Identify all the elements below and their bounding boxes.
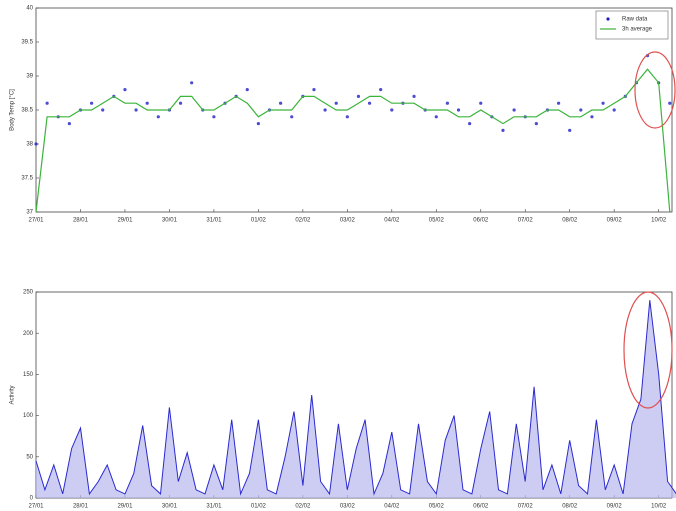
- legend-label: Raw data: [622, 17, 648, 23]
- y-tick-label: 100: [23, 413, 34, 419]
- y-axis-label: Body Temp [°C]: [10, 89, 16, 131]
- y-axis-label: Activity: [10, 385, 16, 404]
- raw-point: [245, 88, 249, 92]
- raw-point: [501, 128, 505, 132]
- x-tick-label: 08/02: [562, 504, 578, 510]
- y-tick-label: 0: [30, 496, 34, 502]
- plot: 37 37.5 38 38.5 39 39.5 40 27/01 28/01 29/01 30/01…: [10, 6, 673, 224]
- raw-point: [89, 101, 94, 105]
- y-tick-label: 37: [26, 210, 33, 216]
- raw-point: [356, 94, 361, 98]
- raw-point: [590, 115, 594, 119]
- x-tick-label: 02/02: [295, 218, 311, 224]
- raw-point: [212, 115, 216, 119]
- x-tick-label: 03/02: [340, 218, 356, 224]
- raw-point: [190, 81, 194, 85]
- plot-frame: [35, 7, 673, 213]
- raw-point: [445, 101, 449, 105]
- raw-point: [479, 101, 483, 105]
- raw-point: [45, 101, 49, 105]
- raw-point: [601, 101, 605, 105]
- average-line: [35, 68, 671, 213]
- y-tick-label: 150: [23, 372, 34, 378]
- y-tick-label: 50: [26, 454, 33, 460]
- raw-point: [468, 122, 472, 126]
- raw-point: [390, 108, 394, 112]
- raw-point: [434, 115, 438, 119]
- x-tick-label: 04/02: [384, 218, 400, 224]
- raw-point: [456, 108, 461, 112]
- activity-area: [36, 300, 676, 498]
- y-tick-label: 38: [26, 142, 33, 148]
- x-tick-label: 03/02: [340, 504, 356, 510]
- raw-point: [34, 142, 38, 146]
- y-tick-label: 200: [23, 331, 34, 337]
- raw-point: [290, 115, 294, 119]
- raw-point: [412, 94, 416, 98]
- x-tick-label: 05/02: [429, 218, 445, 224]
- raw-point: [134, 108, 138, 112]
- x-tick-label: 04/02: [384, 504, 400, 510]
- raw-point: [512, 108, 516, 112]
- x-tick-label: 09/02: [607, 504, 623, 510]
- legend-label: 3h average: [622, 27, 653, 33]
- raw-point: [156, 115, 160, 119]
- raw-point: [334, 101, 338, 105]
- raw-point: [612, 108, 616, 112]
- y-tick-label: 39: [26, 74, 33, 80]
- raw-point: [345, 115, 349, 119]
- activity-line: [35, 300, 676, 496]
- raw-point: [668, 101, 672, 105]
- x-tick-label: 29/01: [117, 218, 133, 224]
- y-tick-label: 40: [26, 6, 33, 12]
- y-tick-label: 37.5: [21, 176, 33, 182]
- x-tick-label: 28/01: [73, 218, 89, 224]
- x-tick-label: 10/02: [651, 218, 667, 224]
- raw-point: [556, 101, 561, 105]
- raw-point: [367, 101, 372, 105]
- raw-point: [579, 108, 583, 112]
- x-tick-label: 09/02: [607, 218, 623, 224]
- x-tick-label: 30/01: [162, 504, 178, 510]
- raw-point: [178, 101, 183, 105]
- raw-point: [101, 108, 105, 112]
- raw-point: [323, 108, 327, 112]
- x-tick-label: 02/02: [295, 504, 311, 510]
- x-tick-label: 31/01: [206, 504, 222, 510]
- x-tick-label: 31/01: [206, 218, 222, 224]
- x-tick-label: 01/02: [251, 218, 267, 224]
- x-tick-label: 06/02: [473, 218, 489, 224]
- legend-box: [595, 10, 669, 40]
- legend-swatch: [606, 17, 610, 21]
- x-tick-label: 10/02: [651, 504, 667, 510]
- y-tick-label: 39.5: [21, 40, 33, 46]
- highlight-ellipse: [623, 291, 673, 409]
- y-tick-label: 250: [23, 290, 34, 296]
- highlight-ellipse: [634, 51, 676, 129]
- x-tick-label: 28/01: [73, 504, 89, 510]
- x-tick-label: 05/02: [429, 504, 445, 510]
- x-tick-label: 07/02: [518, 218, 534, 224]
- x-tick-label: 27/01: [28, 218, 44, 224]
- raw-point: [379, 88, 383, 92]
- x-tick-label: 01/02: [251, 504, 267, 510]
- plot: 0 50 100 150 200 250 27/01 28/01 29/01 30/01 31/01…: [10, 290, 676, 510]
- x-tick-label: 07/02: [518, 504, 534, 510]
- raw-point: [67, 122, 71, 126]
- raw-point: [568, 128, 572, 132]
- x-tick-label: 08/02: [562, 218, 578, 224]
- x-tick-label: 27/01: [28, 504, 44, 510]
- raw-point: [279, 101, 283, 105]
- raw-point: [534, 122, 538, 126]
- x-tick-label: 29/01: [117, 504, 133, 510]
- raw-point: [123, 88, 127, 92]
- raw-point: [256, 122, 260, 126]
- x-tick-label: 30/01: [162, 218, 178, 224]
- y-tick-label: 38.5: [21, 108, 33, 114]
- raw-point: [145, 101, 149, 105]
- raw-point: [312, 88, 316, 92]
- x-tick-label: 06/02: [473, 504, 489, 510]
